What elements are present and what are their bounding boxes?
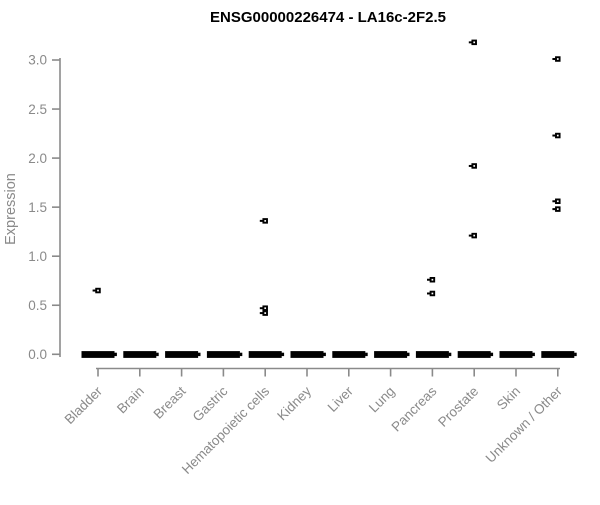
zero-clusters: [81, 351, 577, 358]
y-axis-label: Expression: [3, 173, 19, 245]
data-point-marker: [262, 310, 268, 316]
zero-cluster-dash-nub: [365, 352, 368, 357]
zero-cluster-dash: [332, 351, 366, 358]
x-category-label: Bladder: [62, 383, 106, 427]
zero-cluster-dash: [165, 351, 199, 358]
zero-cluster-dash-nub: [281, 352, 285, 357]
data-point-marker: [471, 232, 477, 239]
y-tick-label: 1.0: [28, 249, 47, 264]
y-tick-label: 3.0: [28, 53, 47, 68]
x-category-label: Prostate: [435, 384, 481, 430]
zero-cluster-dash: [81, 351, 115, 358]
x-category-label: Unknown / Other: [483, 383, 566, 466]
y-tick-label: 2.5: [28, 102, 47, 117]
zero-cluster-dash-nub: [114, 352, 117, 357]
chart-title: ENSG00000226474 - LA16c-2F2.5: [210, 9, 446, 26]
y-tick-label: 0.5: [28, 298, 47, 313]
x-category-label: Kidney: [274, 383, 314, 423]
zero-cluster-dash: [206, 351, 240, 358]
x-category-label: Gastric: [190, 383, 231, 424]
x-category-label: Liver: [325, 383, 357, 415]
zero-cluster-dash-nub: [323, 352, 326, 357]
zero-cluster-dash-nub: [532, 352, 535, 357]
data-point-marker: [555, 198, 561, 205]
x-category-label: Pancreas: [389, 383, 440, 434]
data-point-marker: [471, 163, 477, 169]
data-point-marker: [555, 206, 561, 212]
x-category-label: Breast: [151, 383, 189, 421]
data-point-marker: [95, 287, 101, 294]
zero-cluster-dash: [374, 351, 408, 358]
zero-cluster-dash: [457, 351, 491, 358]
data-point-marker: [555, 132, 561, 139]
data-point-marker: [429, 290, 436, 297]
y-axis: 0.0 0.5 1.0 1.5 2.0 2.5 3.0: [28, 53, 61, 362]
zero-cluster-dash: [123, 351, 157, 358]
zero-cluster-dash-nub: [156, 352, 159, 357]
data-point-marker: [262, 305, 268, 311]
zero-cluster-dash-nub: [406, 352, 410, 357]
data-points: [92, 39, 561, 316]
zero-cluster-dash-nub: [197, 352, 201, 357]
data-point-marker: [471, 39, 477, 46]
zero-cluster-dash: [290, 351, 324, 358]
data-point-marker: [429, 276, 436, 283]
x-category-label: Skin: [494, 384, 523, 413]
zero-cluster-dash: [415, 351, 449, 358]
zero-cluster-dash-nub: [448, 352, 452, 357]
zero-cluster-dash: [248, 351, 282, 358]
y-tick-label: 2.0: [28, 151, 47, 166]
y-tick-label: 0.0: [28, 347, 47, 362]
zero-cluster-dash: [541, 351, 575, 358]
zero-cluster-dash-nub: [239, 352, 243, 357]
zero-cluster-dash-nub: [490, 352, 494, 357]
y-tick-label: 1.5: [28, 200, 47, 215]
x-category-label: Brain: [114, 384, 147, 417]
data-point-marker: [555, 56, 561, 62]
zero-cluster-dash: [499, 351, 533, 358]
data-point-marker: [262, 218, 268, 224]
zero-cluster-dash-nub: [574, 352, 577, 357]
x-category-label: Lung: [366, 384, 398, 416]
